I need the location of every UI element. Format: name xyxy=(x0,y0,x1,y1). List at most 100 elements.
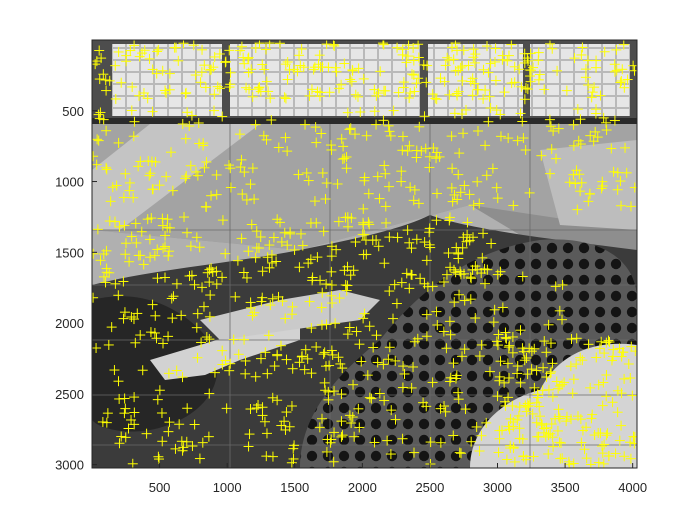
plus-marker xyxy=(147,299,158,310)
plus-marker xyxy=(599,348,610,359)
plus-marker xyxy=(250,371,261,382)
plus-marker xyxy=(152,273,163,284)
plus-marker xyxy=(390,355,401,366)
plus-marker xyxy=(180,173,191,184)
plus-marker xyxy=(374,388,385,399)
plus-marker xyxy=(514,402,525,413)
plus-marker xyxy=(593,379,604,390)
plus-marker xyxy=(217,215,228,226)
plus-marker xyxy=(208,105,219,116)
plus-marker xyxy=(584,189,595,200)
plus-marker xyxy=(516,81,527,92)
plus-marker xyxy=(321,446,332,457)
plus-marker xyxy=(435,437,446,448)
plus-marker xyxy=(616,388,627,399)
plus-marker xyxy=(495,131,506,142)
plus-marker xyxy=(371,330,382,341)
plus-marker xyxy=(124,177,135,188)
plus-marker xyxy=(619,373,630,384)
plus-marker xyxy=(121,50,132,61)
plus-marker xyxy=(337,363,348,374)
plus-marker xyxy=(598,377,609,388)
plus-marker xyxy=(249,194,260,205)
plus-marker xyxy=(529,382,540,393)
plus-marker xyxy=(459,180,470,191)
plus-marker xyxy=(345,74,356,85)
plus-marker xyxy=(577,42,588,53)
plus-marker xyxy=(539,84,550,95)
plus-marker xyxy=(344,322,355,333)
plus-marker xyxy=(629,431,637,442)
plus-marker xyxy=(130,218,141,229)
plus-marker xyxy=(435,73,446,84)
plus-marker xyxy=(192,308,203,319)
plus-marker xyxy=(268,232,279,243)
plus-marker xyxy=(512,368,523,379)
plus-marker xyxy=(118,313,129,324)
plus-marker xyxy=(492,391,503,402)
plus-marker xyxy=(318,226,329,237)
plus-marker xyxy=(404,92,415,103)
plus-marker xyxy=(197,44,208,55)
plus-marker xyxy=(411,78,422,89)
plus-marker xyxy=(135,330,146,341)
plus-marker xyxy=(480,278,491,289)
plus-marker xyxy=(191,232,202,243)
plus-marker xyxy=(336,431,347,442)
plus-marker xyxy=(575,186,586,197)
plus-marker xyxy=(497,302,508,313)
plus-marker xyxy=(603,335,614,346)
plus-marker xyxy=(236,154,247,165)
plus-marker xyxy=(315,87,326,98)
plus-marker xyxy=(546,144,557,155)
plus-marker xyxy=(220,248,231,259)
plus-marker xyxy=(113,137,124,148)
plus-marker xyxy=(191,322,202,333)
plus-marker xyxy=(408,361,419,372)
y-tick-label: 2500 xyxy=(55,387,84,402)
plus-marker xyxy=(557,453,568,464)
plus-marker xyxy=(303,258,314,269)
plus-marker xyxy=(177,118,188,129)
plus-marker xyxy=(100,277,111,288)
plus-marker xyxy=(546,419,557,430)
plus-marker xyxy=(170,443,181,454)
plus-marker xyxy=(550,413,561,424)
plus-marker xyxy=(379,395,390,406)
plus-marker xyxy=(163,250,174,261)
plus-marker xyxy=(524,343,535,354)
plus-marker xyxy=(422,281,433,292)
plus-marker xyxy=(144,234,155,245)
plus-marker xyxy=(152,394,163,405)
plus-marker xyxy=(497,54,508,65)
plus-marker xyxy=(520,83,531,94)
plus-marker xyxy=(449,189,460,200)
plus-marker xyxy=(240,355,251,366)
plus-marker xyxy=(177,445,188,456)
plus-marker xyxy=(557,379,568,390)
plus-marker xyxy=(332,178,343,189)
plus-marker xyxy=(302,353,313,364)
plus-marker xyxy=(459,344,470,355)
plus-marker xyxy=(608,166,619,177)
y-tick-label: 1500 xyxy=(55,245,84,260)
plus-marker xyxy=(232,255,243,266)
plus-marker xyxy=(398,82,409,93)
plus-marker xyxy=(101,245,112,256)
plus-marker xyxy=(434,151,445,162)
plus-marker xyxy=(409,336,420,347)
plus-marker xyxy=(195,77,206,88)
plus-marker xyxy=(481,170,492,181)
plus-marker xyxy=(482,41,493,52)
plus-marker xyxy=(126,414,137,425)
plus-marker xyxy=(220,355,231,366)
plus-marker xyxy=(445,329,456,340)
plus-marker xyxy=(597,441,608,452)
plus-marker xyxy=(207,266,218,277)
plus-marker xyxy=(273,291,284,302)
plus-marker xyxy=(586,92,597,103)
plus-marker xyxy=(446,42,457,53)
plus-marker xyxy=(316,128,327,139)
plus-marker xyxy=(301,167,312,178)
plus-marker xyxy=(538,362,549,373)
